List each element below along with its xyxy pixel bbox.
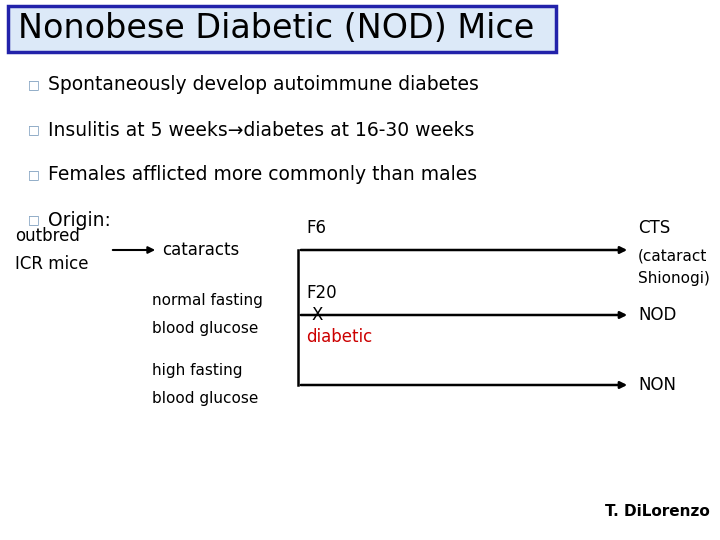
Text: (cataract: (cataract: [638, 248, 707, 264]
Text: ICR mice: ICR mice: [15, 255, 89, 273]
Text: F20: F20: [306, 284, 337, 302]
Text: F6: F6: [306, 219, 326, 237]
Text: cataracts: cataracts: [162, 241, 239, 259]
Text: blood glucose: blood glucose: [152, 392, 258, 407]
Text: □: □: [28, 168, 40, 181]
Text: Origin:: Origin:: [48, 211, 111, 229]
Text: □: □: [28, 213, 40, 226]
Text: normal fasting: normal fasting: [152, 294, 263, 308]
Text: NOD: NOD: [638, 306, 676, 324]
Text: diabetic: diabetic: [306, 328, 372, 346]
Text: Shionogi): Shionogi): [638, 271, 710, 286]
Text: high fasting: high fasting: [152, 363, 243, 379]
FancyBboxPatch shape: [8, 6, 556, 52]
Text: X: X: [312, 306, 323, 324]
Text: blood glucose: blood glucose: [152, 321, 258, 336]
Text: NON: NON: [638, 376, 676, 394]
Text: Females afflicted more commonly than males: Females afflicted more commonly than mal…: [48, 165, 477, 185]
Text: Spontaneously develop autoimmune diabetes: Spontaneously develop autoimmune diabete…: [48, 76, 479, 94]
Text: Insulitis at 5 weeks→diabetes at 16-30 weeks: Insulitis at 5 weeks→diabetes at 16-30 w…: [48, 120, 474, 139]
Text: □: □: [28, 124, 40, 137]
Text: Nonobese Diabetic (NOD) Mice: Nonobese Diabetic (NOD) Mice: [18, 12, 534, 45]
Text: T. DiLorenzo: T. DiLorenzo: [606, 504, 710, 519]
Text: □: □: [28, 78, 40, 91]
Text: outbred: outbred: [15, 227, 80, 245]
Text: CTS: CTS: [638, 219, 670, 237]
